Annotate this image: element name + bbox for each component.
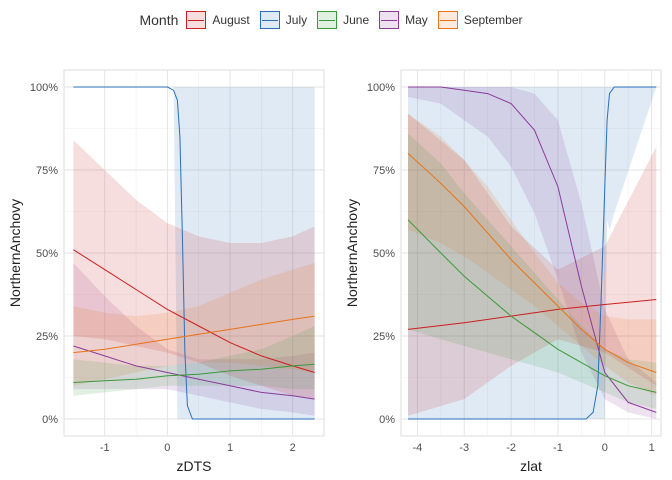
x-tick-label: -1 <box>553 442 563 454</box>
ribbon-may <box>73 263 315 416</box>
legend: Month August July June May September <box>0 8 672 32</box>
x-tick-label: -2 <box>506 442 516 454</box>
y-tick-label: 50% <box>373 248 395 260</box>
legend-label: July <box>285 13 308 27</box>
line-august <box>73 249 315 373</box>
ribbon-may <box>408 87 657 419</box>
legend-key-swatch <box>379 11 400 29</box>
legend-item-september: September <box>437 11 523 29</box>
line-july <box>73 86 315 420</box>
legend-label: September <box>463 13 523 27</box>
plot-area <box>73 86 315 420</box>
legend-label: August <box>212 13 250 27</box>
ribbon-september <box>408 113 657 396</box>
line-may <box>73 345 315 400</box>
line-july <box>408 86 657 420</box>
y-tick-label: 100% <box>30 82 58 94</box>
chart-panel-2: 0% 25% 50% 75% 100% -4 -3 -2 -1 0 1 zlat NorthernAnc… <box>344 69 662 474</box>
x-tick-label: 0 <box>602 442 608 454</box>
legend-item-july: July <box>259 11 308 29</box>
legend-label: May <box>405 13 428 27</box>
y-tick-label: 0% <box>42 414 58 426</box>
line-september <box>73 315 315 354</box>
legend-item-may: May <box>379 11 428 29</box>
x-axis-title: zlat <box>520 458 542 474</box>
legend-key-swatch <box>186 11 207 29</box>
legend-key-swatch <box>317 11 338 29</box>
x-tick-label: 0 <box>164 442 170 454</box>
y-axis-title: NorthernAnchovy <box>7 199 23 307</box>
ribbon-june <box>73 326 315 396</box>
y-tick-label: 50% <box>36 248 58 260</box>
x-axis-title: zDTS <box>177 458 212 474</box>
x-tick-label: 2 <box>290 442 296 454</box>
line-may <box>408 86 657 413</box>
x-tick-label: 1 <box>649 442 655 454</box>
line-june <box>407 219 657 393</box>
y-tick-label: 75% <box>36 165 58 177</box>
y-tick-label: 0% <box>379 414 395 426</box>
ribbon-july <box>408 87 657 419</box>
line-september <box>407 153 657 373</box>
line-august <box>407 299 657 330</box>
ribbon-august <box>73 140 315 400</box>
legend-key-swatch <box>437 11 458 29</box>
x-tick-label: 1 <box>227 442 233 454</box>
y-tick-label: 100% <box>367 82 395 94</box>
line-june <box>73 363 315 383</box>
ribbon-september <box>73 263 315 386</box>
x-tick-label: -1 <box>100 442 110 454</box>
legend-item-august: August <box>186 11 250 29</box>
y-axis-title: NorthernAnchovy <box>344 199 360 307</box>
y-tick-label: 25% <box>373 331 395 343</box>
plot-area <box>407 86 657 420</box>
legend-key-swatch <box>259 11 280 29</box>
y-tick-label: 75% <box>373 165 395 177</box>
x-tick-label: -4 <box>413 442 423 454</box>
legend-title: Month <box>139 12 179 28</box>
legend-item-june: June <box>317 11 369 29</box>
y-tick-label: 25% <box>36 331 58 343</box>
chart-panel-1: 0% 25% 50% 75% 100% -1 0 1 2 zDTS NorthernAnchovy <box>7 69 325 474</box>
x-tick-label: -3 <box>459 442 469 454</box>
legend-label: June <box>343 13 370 27</box>
ribbon-july <box>73 87 315 419</box>
